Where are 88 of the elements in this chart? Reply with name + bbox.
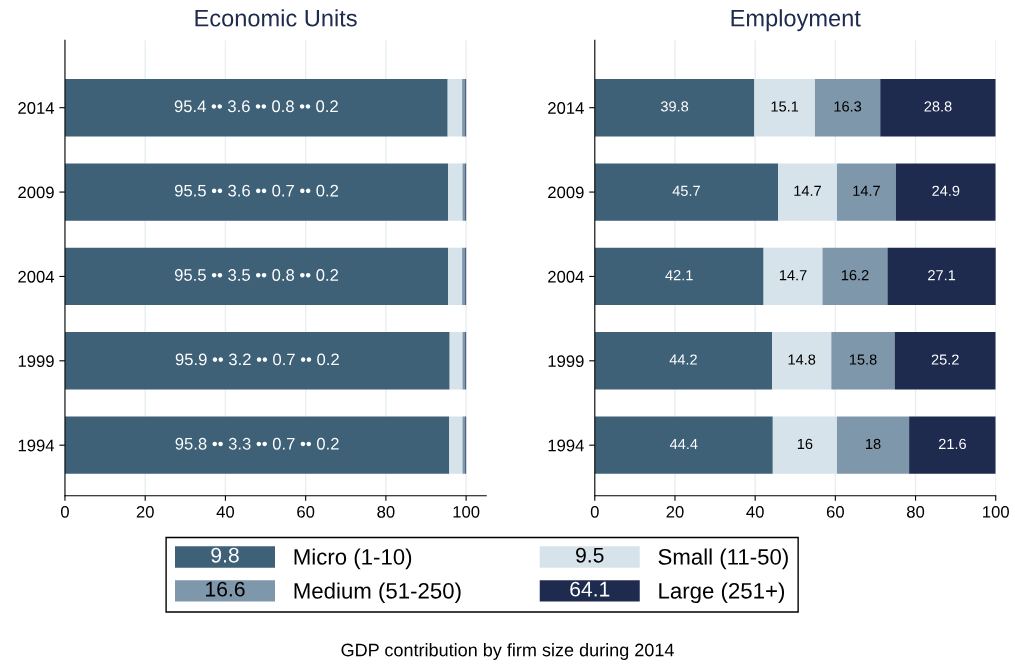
bar <box>894 332 996 390</box>
y-tick-label: 2014 <box>18 102 55 114</box>
text: 16.6 <box>206 581 245 597</box>
x-tick-label: 20 <box>136 505 154 518</box>
data-label: 45.7 <box>672 185 700 196</box>
y-tick-label: 1999 <box>548 355 584 368</box>
bar <box>447 79 463 137</box>
data-label: 16.2 <box>841 270 869 281</box>
bar <box>64 79 448 137</box>
bar <box>772 416 837 474</box>
bar <box>763 247 823 306</box>
x-tick-label: 40 <box>746 505 764 518</box>
data-label: 15.8 <box>849 354 877 365</box>
x-tick-label: 40 <box>216 505 235 518</box>
bar <box>449 332 463 390</box>
data-label: 95.5 •• 3.6 •• 0.7 •• 0.2 <box>174 184 339 197</box>
bar <box>814 79 881 137</box>
bar <box>448 247 463 306</box>
bar <box>64 332 450 390</box>
legend-label: Medium (51-250) <box>294 582 461 604</box>
bar <box>594 79 755 137</box>
data-label: 14.7 <box>779 270 807 281</box>
bar <box>822 247 888 306</box>
bar <box>448 163 463 221</box>
data-label: 16 <box>797 438 813 450</box>
bar <box>449 416 463 474</box>
bar <box>778 163 837 221</box>
y-tick-label: 2009 <box>548 186 584 199</box>
y-tick-label: 1994 <box>18 439 55 452</box>
x-tick-label: 0 <box>590 505 599 518</box>
text: 9.5 <box>576 547 604 563</box>
bar <box>64 163 449 221</box>
bar <box>880 79 996 137</box>
bar <box>887 247 996 306</box>
chart-title: Employment <box>731 9 861 32</box>
bar <box>909 416 996 474</box>
x-tick-label: 60 <box>297 505 315 518</box>
bar <box>831 332 895 390</box>
legend-label: Small (11-50) <box>658 548 788 570</box>
data-label: 14.7 <box>794 185 821 196</box>
text: 64.1 <box>570 581 610 597</box>
y-tick-label: 1994 <box>548 439 584 452</box>
bar <box>594 332 772 390</box>
y-tick-label: 2014 <box>548 102 584 114</box>
x-tick-label: 0 <box>60 505 69 518</box>
legend-label: Large (251+) <box>659 582 785 604</box>
data-label: 24.9 <box>932 185 960 196</box>
data-label: 95.5 •• 3.5 •• 0.8 •• 0.2 <box>174 269 339 281</box>
data-label: 21.6 <box>938 438 966 450</box>
x-tick-label: 80 <box>906 505 925 518</box>
data-label: 39.8 <box>660 101 689 112</box>
bar <box>64 247 449 306</box>
data-label: 16.3 <box>834 101 862 112</box>
x-tick-label: 80 <box>377 505 395 518</box>
data-label: 14.8 <box>788 354 816 365</box>
data-label: 18 <box>866 438 881 450</box>
data-label: 25.2 <box>931 354 959 365</box>
chart-title: Economic Units <box>195 9 357 27</box>
bar <box>594 247 764 306</box>
y-tick-label: 2004 <box>18 270 55 283</box>
legend-label: Micro (1-10) <box>294 548 412 570</box>
data-label: 95.8 •• 3.3 •• 0.7 •• 0.2 <box>175 437 339 450</box>
bar <box>836 163 896 221</box>
bar <box>594 416 773 474</box>
data-label: 44.2 <box>669 354 697 365</box>
y-tick-label: 2004 <box>548 270 584 283</box>
data-label: 95.9 •• 3.2 •• 0.7 •• 0.2 <box>175 353 339 366</box>
data-label: 28.8 <box>924 101 952 112</box>
x-tick-label: 100 <box>983 505 1009 518</box>
data-label: 14.7 <box>853 185 880 196</box>
y-tick-label: 2009 <box>18 186 54 199</box>
bar <box>594 163 779 221</box>
bar <box>64 416 450 474</box>
bar <box>836 416 910 474</box>
bar <box>895 163 996 221</box>
text: 9.8 <box>211 547 239 563</box>
text: GDP contribution by firm size during 2014 <box>341 643 674 660</box>
bar <box>754 79 815 137</box>
x-tick-label: 20 <box>666 505 684 518</box>
x-tick-label: 60 <box>826 505 844 518</box>
data-label: 15.1 <box>771 101 799 112</box>
y-tick-label: 1999 <box>18 355 54 368</box>
data-label: 42.1 <box>665 270 693 281</box>
data-label: 27.1 <box>928 270 956 281</box>
data-label: 95.4 •• 3.6 •• 0.8 •• 0.2 <box>174 100 338 113</box>
data-label: 44.4 <box>669 438 698 449</box>
bar <box>772 332 832 390</box>
x-tick-label: 100 <box>453 505 480 518</box>
